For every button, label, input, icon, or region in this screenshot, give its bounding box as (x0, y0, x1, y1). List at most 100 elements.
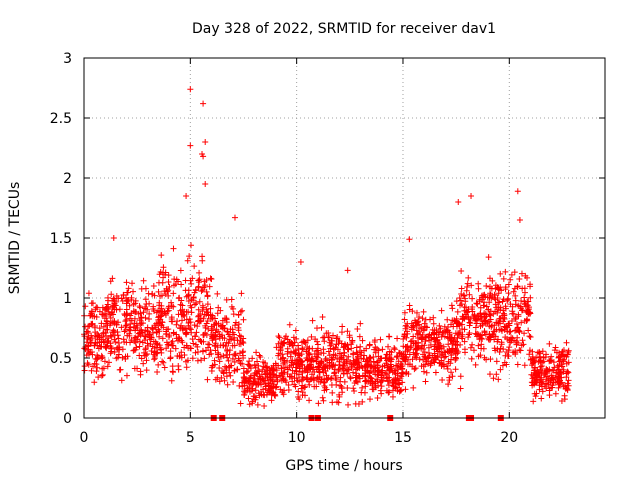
data-point (335, 399, 342, 406)
data-point (556, 362, 563, 369)
data-point (552, 344, 559, 351)
data-point (438, 333, 445, 340)
data-point (132, 346, 139, 353)
data-point (366, 370, 373, 377)
data-point (289, 340, 296, 347)
data-point (249, 355, 256, 362)
data-point (146, 316, 153, 323)
data-point (422, 378, 429, 385)
data-point (227, 372, 234, 379)
data-point (103, 345, 110, 352)
data-point (485, 306, 492, 313)
data-point (231, 358, 238, 365)
data-point (156, 293, 163, 300)
data-point (186, 253, 193, 260)
data-point (483, 313, 490, 320)
data-point (177, 322, 184, 329)
data-point (162, 312, 169, 319)
data-point (104, 326, 111, 333)
data-point (84, 360, 91, 367)
data-point (241, 380, 248, 387)
data-point (398, 361, 405, 368)
data-point (466, 330, 473, 337)
data-point (542, 369, 549, 376)
data-point (197, 311, 204, 318)
data-point (492, 296, 499, 303)
data-point (246, 362, 253, 369)
data-point (524, 317, 531, 324)
data-point (543, 351, 550, 358)
data-point (148, 333, 155, 340)
data-point (431, 352, 438, 359)
data-point (360, 355, 367, 362)
data-point (465, 314, 472, 321)
data-point (136, 303, 143, 310)
data-point (113, 321, 120, 328)
data-point (400, 354, 407, 361)
data-point (318, 359, 325, 366)
data-point (331, 369, 338, 376)
data-point (230, 378, 237, 385)
data-point (98, 355, 105, 362)
data-point (165, 333, 172, 340)
data-point (498, 341, 505, 348)
data-point (425, 349, 432, 356)
data-point (410, 349, 417, 356)
data-point (405, 346, 412, 353)
data-point (526, 304, 533, 311)
data-point (145, 290, 152, 297)
data-point (156, 328, 163, 335)
data-point (240, 340, 247, 347)
data-point (486, 371, 493, 378)
data-point (105, 297, 112, 304)
data-point (88, 348, 95, 355)
data-point (529, 348, 536, 355)
data-point (263, 364, 270, 371)
data-point (303, 355, 310, 362)
data-point (410, 384, 417, 391)
data-point (499, 362, 506, 369)
data-point (182, 330, 189, 337)
data-point (116, 306, 123, 313)
data-point (540, 354, 547, 361)
data-point (491, 291, 498, 298)
data-point (198, 288, 205, 295)
data-point (338, 329, 345, 336)
data-point (396, 350, 403, 357)
data-point (155, 288, 162, 295)
data-point (449, 373, 456, 380)
data-point (160, 264, 167, 271)
data-point (445, 358, 452, 365)
data-point (431, 343, 438, 350)
data-point (439, 376, 446, 383)
data-point (194, 357, 201, 364)
data-point (142, 346, 149, 353)
data-point (178, 297, 185, 304)
data-point (300, 376, 307, 383)
data-point (384, 364, 391, 371)
data-point (247, 374, 254, 381)
data-point (468, 193, 475, 199)
data-point (427, 360, 434, 367)
data-point (122, 353, 129, 360)
data-point (400, 336, 407, 343)
data-point (326, 339, 333, 346)
data-point (533, 370, 540, 377)
data-point (197, 337, 204, 344)
data-point (262, 377, 269, 384)
data-point (487, 316, 494, 323)
data-point (128, 294, 135, 301)
data-point (149, 291, 156, 298)
data-point (286, 321, 293, 328)
data-point (491, 308, 498, 315)
data-point (475, 280, 482, 287)
data-point (169, 342, 176, 349)
data-point (296, 396, 303, 403)
data-point (406, 306, 413, 313)
data-point (110, 329, 117, 336)
data-point (498, 287, 505, 294)
data-point (177, 307, 184, 314)
data-point (158, 312, 165, 319)
data-point (199, 253, 206, 260)
